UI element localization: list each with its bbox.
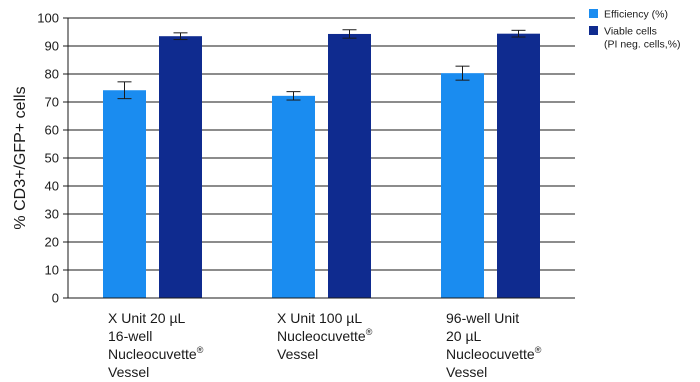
legend: Efficiency (%) Viable cells(PI neg. cells… [589,9,680,51]
bar [272,95,315,298]
legend-label: (PI neg. cells,%) [604,39,680,51]
error-bars [117,29,526,101]
category-label: Vessel [108,364,149,380]
y-tick-label: 10 [45,263,59,278]
category-label: 20 µL [446,328,482,344]
y-tick-label: 90 [45,39,59,54]
category-label: Vessel [446,364,487,380]
legend-swatch [589,26,598,35]
category-label: X Unit 20 µL [108,310,186,326]
bar [497,33,540,299]
category-label: Nucleocuvette® [446,345,542,362]
bars [103,33,540,299]
y-tick-label: 20 [45,235,59,250]
legend-label: Efficiency (%) [604,9,668,21]
registered-mark: ® [535,345,542,355]
legend-label: Viable cells [604,26,657,38]
gridlines [68,17,575,271]
y-tick-label: 80 [45,67,59,82]
y-tick-label: 100 [37,11,59,26]
registered-mark: ® [197,345,204,355]
bar [328,33,371,299]
legend-swatch [589,9,598,18]
category-label: Vessel [277,346,318,362]
y-tick-label: 70 [45,95,59,110]
category-label: Nucleocuvette® [108,345,204,362]
category-labels: X Unit 20 µL16-wellNucleocuvette®VesselX… [108,310,542,380]
y-tick-label: 0 [52,291,59,306]
bar [441,73,484,298]
category-label: 16-well [108,328,152,344]
bar [159,36,202,298]
y-tick-label: 30 [45,207,59,222]
y-tick-label: 50 [45,151,59,166]
y-axis-label: % CD3+/GFP+ cells [12,86,29,229]
category-label: Nucleocuvette® [277,327,373,344]
y-tick-labels: 0 10 20 30 40 50 60 70 80 90 100 [37,11,68,306]
registered-mark: ® [366,327,373,337]
bar [103,90,146,299]
category-label: X Unit 100 µL [277,310,362,326]
y-tick-label: 40 [45,179,59,194]
category-label: 96-well Unit [446,310,519,326]
y-tick-label: 60 [45,123,59,138]
